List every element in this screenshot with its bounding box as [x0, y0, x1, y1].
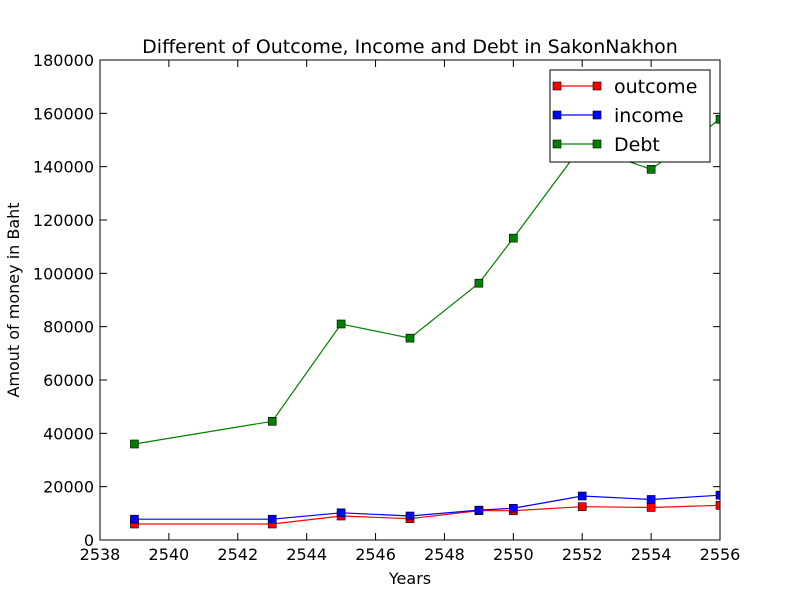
- chart-title: Different of Outcome, Income and Debt in…: [142, 36, 678, 58]
- legend-box: [549, 69, 711, 163]
- x-axis-label: Years: [388, 569, 431, 588]
- income-point: [130, 514, 139, 524]
- income-point: [646, 495, 656, 504]
- income-point: [509, 503, 518, 513]
- y-tick-label: 140000: [33, 158, 94, 177]
- y-tick-label: 40000: [43, 424, 94, 443]
- x-tick-label: 2540: [149, 545, 190, 564]
- y-tick-label: 80000: [43, 318, 94, 337]
- debt-point: [267, 417, 277, 426]
- income-point: [474, 505, 484, 515]
- income-point: [336, 508, 346, 518]
- x-tick-label: 2556: [700, 545, 741, 564]
- legend-label-income: income: [614, 105, 684, 127]
- x-tick-label: 2550: [493, 545, 534, 564]
- legend-marker-income: [592, 110, 602, 120]
- income-point: [715, 490, 720, 500]
- y-tick-label: 120000: [33, 211, 94, 230]
- series-layer: [130, 114, 720, 529]
- y-tick-label: 60000: [43, 371, 94, 390]
- y-tick-label: 180000: [33, 51, 94, 70]
- legend-marker-outcome: [592, 81, 602, 91]
- x-tick-label: 2548: [424, 545, 465, 564]
- outcome-point: [715, 501, 720, 510]
- x-tick-label: 2538: [80, 545, 121, 564]
- income-point: [405, 511, 415, 521]
- outcome-point: [646, 503, 656, 512]
- x-tick-label: 2544: [286, 545, 327, 564]
- y-axis-label: Amout of money in Baht: [4, 202, 23, 397]
- legend-label-outcome: outcome: [614, 76, 697, 98]
- y-tick-label: 160000: [33, 104, 94, 123]
- x-tick-label: 2552: [562, 545, 603, 564]
- debt-point: [130, 439, 139, 449]
- debt-point: [405, 333, 415, 343]
- legend-marker-income: [552, 110, 562, 120]
- debt-point: [715, 114, 720, 124]
- y-tick-label: 0: [84, 531, 94, 550]
- legend: outcome income Debt: [549, 69, 711, 163]
- x-tick-label: 2546: [355, 545, 396, 564]
- legend-label-debt: Debt: [614, 134, 660, 156]
- x-tick-label: 2542: [217, 545, 258, 564]
- debt-point: [474, 278, 484, 288]
- debt-point: [646, 165, 656, 174]
- plot-frame: [99, 59, 721, 541]
- y-tick-label: 100000: [33, 264, 94, 283]
- debt-point: [509, 233, 518, 243]
- legend-marker-debt: [552, 139, 562, 149]
- legend-marker-debt: [592, 139, 602, 149]
- outcome-point: [577, 502, 587, 511]
- ticks-layer: 2538 2540 2542 2544 2546 2548 2550 2552 2554 2556…: [33, 51, 740, 564]
- income-point: [577, 491, 587, 501]
- income-point: [267, 514, 277, 524]
- y-tick-label: 20000: [43, 478, 94, 497]
- legend-marker-outcome: [552, 81, 562, 91]
- debt-point: [336, 319, 346, 329]
- x-tick-label: 2554: [631, 545, 672, 564]
